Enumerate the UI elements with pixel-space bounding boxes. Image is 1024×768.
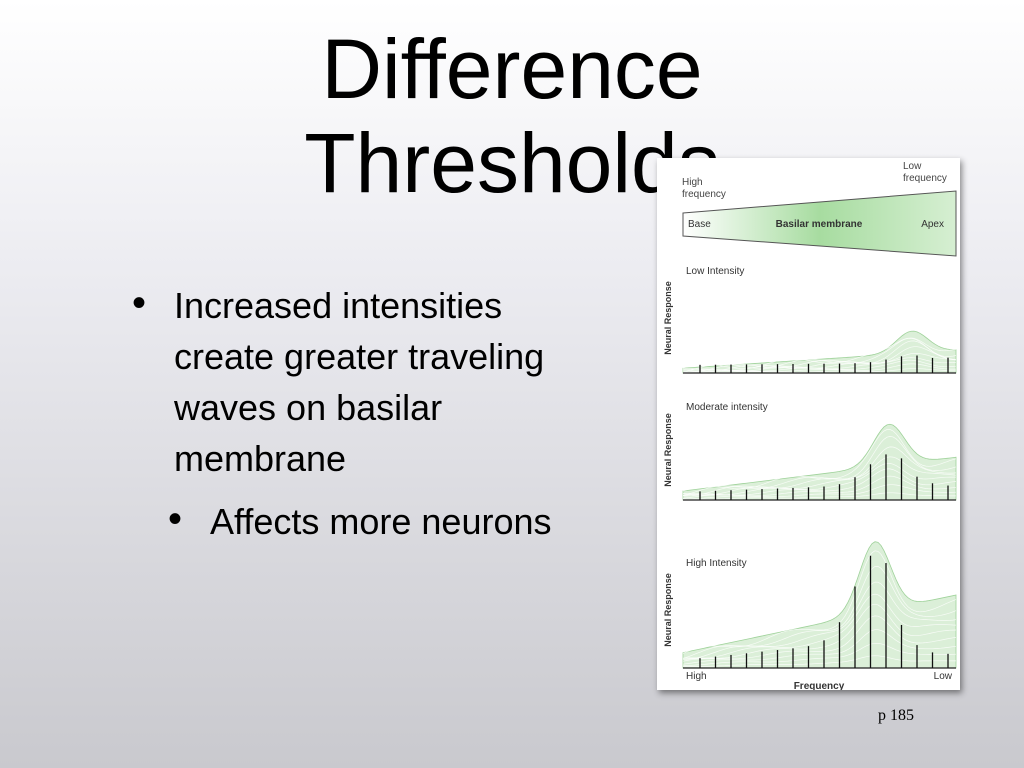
title-line-2: Thresholds [304, 116, 720, 210]
wave-contour-line [682, 337, 957, 369]
low-frequency-line-2: frequency [903, 173, 947, 184]
wave-contour-line [682, 603, 957, 659]
wave-contour-line [682, 581, 957, 660]
high-frequency-line-1: High [682, 177, 703, 188]
x-axis-title: Frequency [794, 681, 845, 690]
y-axis-label-3: Neural Response [663, 573, 673, 647]
base-label: Base [688, 219, 711, 230]
low-frequency-label: Low frequency [903, 161, 947, 184]
bullet-item-1: • Increased intensities create greater t… [130, 280, 600, 484]
y-axis-label-2: Neural Response [663, 413, 673, 487]
slide-title: Difference Thresholds [0, 22, 1024, 210]
bullet-dot-icon: • [132, 281, 147, 325]
neural-response-bars-high [699, 555, 949, 668]
wave-contour-line [682, 550, 957, 654]
high-frequency-line-2: frequency [682, 189, 726, 200]
bullet-list: • Increased intensities create greater t… [130, 280, 600, 547]
x-axis-high-label: High [686, 671, 707, 682]
wave-contour-line [682, 436, 957, 496]
wave-envelope [682, 541, 957, 669]
panel-label-moderate-intensity: Moderate intensity [686, 402, 768, 413]
traveling-wave-high [682, 541, 957, 669]
bullet-text-2: Affects more neurons [210, 501, 552, 542]
wave-contour-line [682, 368, 957, 374]
wave-contour-line [682, 340, 957, 373]
figure-svg: High frequency Low frequency Base Basila… [663, 161, 957, 690]
wave-contour-line [682, 615, 957, 662]
y-axis-label-1: Neural Response [663, 281, 673, 355]
page-reference: p 185 [878, 707, 914, 724]
bullet-dot-icon: • [168, 497, 183, 541]
low-frequency-line-1: Low [903, 161, 922, 172]
wave-contour-line [683, 492, 956, 500]
x-axis-low-label: Low [934, 671, 953, 682]
wave-envelope [682, 330, 957, 374]
wave-contour-line [682, 593, 957, 659]
high-frequency-label: High frequency [682, 177, 726, 200]
basilar-membrane-figure: High frequency Low frequency Base Basila… [657, 158, 960, 690]
traveling-wave-moderate [682, 423, 957, 501]
traveling-wave-low [682, 330, 957, 374]
bullet-text-1: Increased intensities create greater tra… [174, 285, 545, 479]
wave-contour-line [682, 566, 957, 659]
wave-contour-line [682, 346, 957, 372]
apex-label: Apex [921, 219, 944, 230]
wave-contour-line [682, 456, 957, 496]
basilar-membrane-label: Basilar membrane [776, 219, 863, 230]
panel-label-high-intensity: High Intensity [686, 558, 747, 569]
wave-contour-line [683, 353, 957, 372]
low-intensity-panel: Low Intensity Neural Response [663, 266, 957, 374]
bullet-item-2: • Affects more neurons [166, 496, 600, 547]
wave-contour-line [682, 446, 957, 497]
wave-contour-line [682, 642, 957, 667]
moderate-intensity-panel: Moderate intensity Neural Response [663, 402, 957, 501]
panel-label-low-intensity: Low Intensity [686, 266, 744, 277]
wave-contour-line [683, 484, 957, 500]
neural-response-bars-low [699, 355, 949, 373]
neural-response-bars-moderate [699, 454, 949, 500]
wave-contour-line [682, 429, 957, 492]
wave-contour-line [682, 463, 956, 496]
wave-contour-line [682, 655, 956, 667]
wave-contour-line [682, 629, 957, 665]
basilar-membrane-shape [682, 190, 957, 257]
high-intensity-panel: High Intensity Neural Response [663, 541, 957, 669]
title-line-1: Difference [321, 22, 703, 116]
